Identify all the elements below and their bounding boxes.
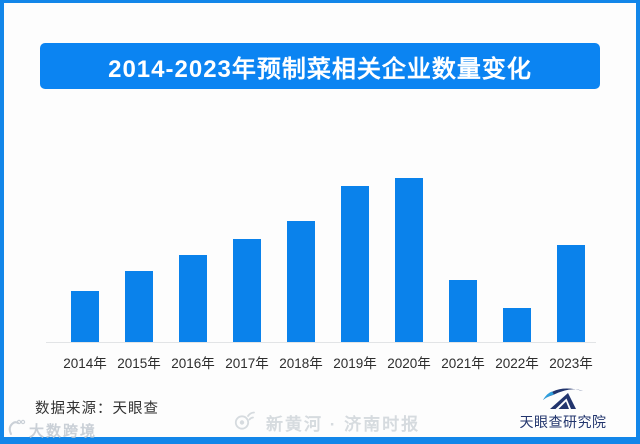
bar-2017年: [233, 239, 261, 342]
bar-2021年: [449, 280, 477, 342]
bar-column: [544, 245, 598, 342]
chart-title-banner: 2014-2023年预制菜相关企业数量变化: [40, 43, 600, 89]
x-tick-label: 2019年: [333, 356, 377, 371]
bar-column: [166, 255, 220, 342]
bar-2022年: [503, 308, 531, 342]
tianyancha-research-logo: 天眼查研究院: [510, 382, 616, 432]
bar-2020年: [395, 178, 423, 342]
bar-column: [112, 271, 166, 342]
bar-column: [382, 178, 436, 342]
bar-2019年: [341, 186, 369, 342]
x-tick-label: 2022年: [495, 356, 539, 371]
watermark-center-label: 新黄河 · 济南时报: [266, 415, 421, 434]
plot-area: [58, 172, 598, 342]
watermark-left-label: 大数跨境: [29, 422, 98, 440]
x-axis-line: [46, 342, 596, 343]
bar-chart: 2014年 2015年 2016年 2017年 2018年 2019年 2020年 2021年…: [46, 172, 598, 372]
bar-column: [490, 308, 544, 342]
bar-column: [328, 186, 382, 342]
bar-column: [274, 221, 328, 342]
x-axis-labels: 2014年 2015年 2016年 2017年 2018年 2019年 2020年 2021年…: [58, 352, 598, 372]
bar-2014年: [71, 291, 99, 342]
tianyancha-logo-text: 天眼查研究院: [519, 414, 607, 430]
x-tick-label: 2018年: [279, 356, 323, 371]
x-tick-label: 2017年: [225, 356, 269, 371]
x-tick-label: 2023年: [549, 356, 593, 371]
bar-column: [58, 291, 112, 342]
bar-column: [436, 280, 490, 342]
bar-column: [220, 239, 274, 342]
watermark-xinhuanghe-jinantimes: 新黄河 · 济南时报: [233, 409, 420, 436]
data-source-note: 数据来源：天眼查: [35, 401, 159, 417]
tianyancha-eye-icon: [510, 382, 616, 411]
watermark-dashukuajing: 大数跨境: [6, 418, 97, 442]
x-tick-label: 2020年: [387, 356, 431, 371]
bar-2016年: [179, 255, 207, 342]
bar-2018年: [287, 221, 315, 342]
weibo-eye-icon: [233, 409, 259, 436]
x-tick-label: 2021年: [441, 356, 485, 371]
dashukuajing-icon: [6, 418, 26, 442]
bar-2015年: [125, 271, 153, 342]
x-tick-label: 2015年: [117, 356, 161, 371]
x-tick-label: 2014年: [63, 356, 107, 371]
bar-2023年: [557, 245, 585, 342]
chart-title: 2014-2023年预制菜相关企业数量变化: [108, 55, 532, 83]
x-tick-label: 2016年: [171, 356, 215, 371]
